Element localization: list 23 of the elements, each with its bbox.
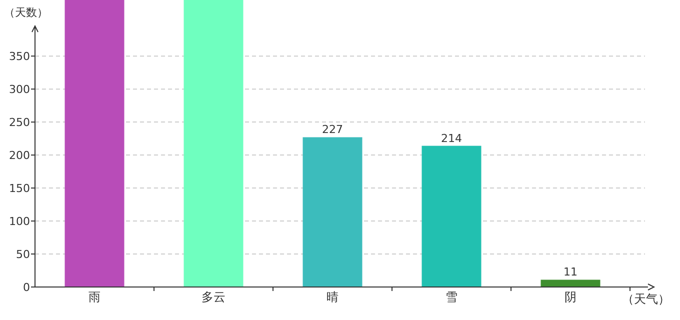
y-tick-label: 150 [9,182,30,196]
x-tick-label: 雪 [446,290,458,304]
bar [422,146,482,287]
data-label: 214 [441,132,462,145]
y-tick-label: 350 [9,50,30,64]
x-tick-label: 多云 [202,290,226,304]
y-axis-title: （天数） [4,6,48,19]
x-tick-label: 晴 [326,290,338,304]
data-label: 227 [322,123,343,136]
y-tick-label: 200 [9,149,30,162]
x-axis-title: （天气） [622,292,670,306]
y-tick-label: 250 [9,116,30,130]
bar [540,280,600,287]
y-tick-label: 50 [16,248,30,262]
bar [184,0,244,287]
bar [302,137,362,287]
data-label: 11 [564,266,578,279]
bar [64,0,124,287]
y-tick-label: 100 [9,215,30,228]
y-tick-label: 0 [23,281,30,294]
x-tick-label: 雨 [88,290,100,304]
x-tick-label: 阴 [564,290,576,304]
y-tick-label: 300 [9,83,30,96]
